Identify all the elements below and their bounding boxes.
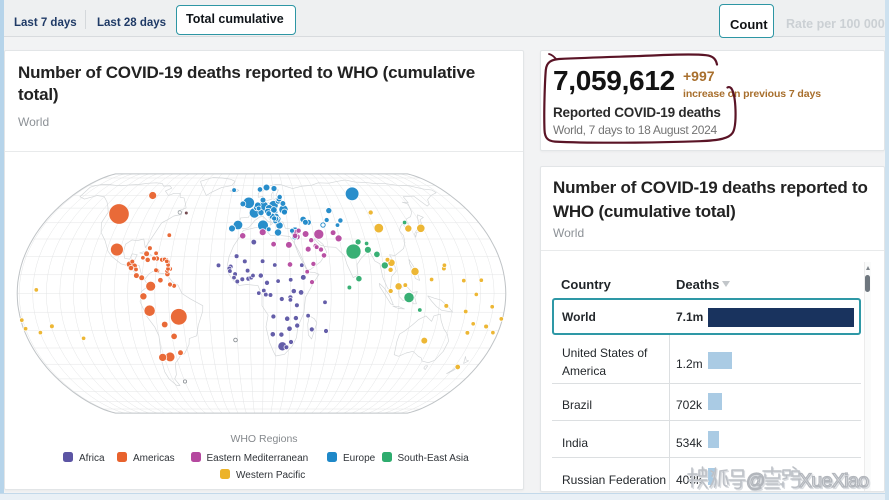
svg-text:@: @ [746,471,765,492]
svg-text:@: @ [747,472,766,493]
svg-text:XueXiao: XueXiao [799,470,869,492]
svg-text:XueXiao: XueXiao [800,471,870,493]
